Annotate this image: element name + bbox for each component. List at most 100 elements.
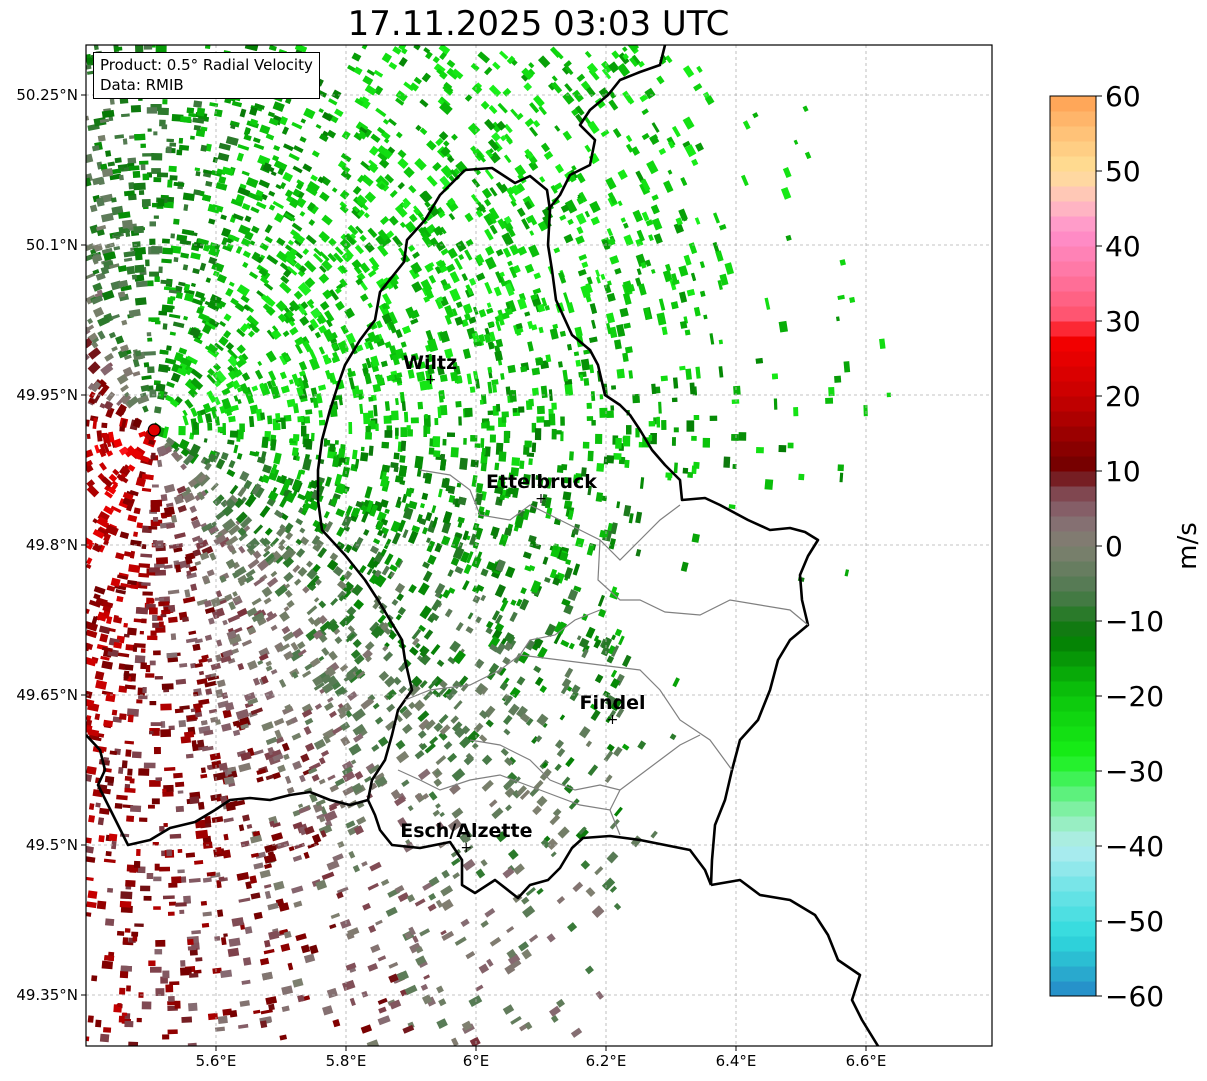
echo-pixel <box>478 309 487 318</box>
echo-pixel <box>468 995 483 1007</box>
echo-pixel <box>165 437 176 446</box>
echo-pixel <box>561 598 571 607</box>
echo-pixel <box>417 768 431 781</box>
colorbar-tick-label: −10 <box>1105 605 1164 638</box>
echo-pixel <box>238 824 245 832</box>
echo-pixel <box>504 282 515 297</box>
colorbar-band <box>1050 666 1096 682</box>
echo-pixel <box>270 171 277 177</box>
echo-pixel <box>443 741 453 750</box>
echo-pixel <box>242 250 251 259</box>
echo-pixel <box>570 1027 583 1038</box>
echo-pixel <box>486 307 494 315</box>
echo-pixel <box>209 552 217 561</box>
echo-pixel <box>87 382 95 391</box>
echo-pixel <box>160 976 168 984</box>
echo-pixel <box>149 780 161 787</box>
echo-pixel <box>169 142 177 147</box>
echo-pixel <box>111 313 120 320</box>
echo-pixel <box>167 1029 178 1035</box>
echo-pixel <box>92 269 100 275</box>
echo-pixel <box>428 274 437 284</box>
echo-pixel <box>682 65 695 78</box>
echo-pixel <box>589 703 598 711</box>
echo-pixel <box>324 310 335 323</box>
echo-pixel <box>140 164 146 171</box>
echo-pixel <box>364 373 372 385</box>
echo-pixel <box>175 781 185 788</box>
echo-pixel <box>632 393 640 404</box>
echo-pixel <box>418 718 431 731</box>
echo-pixel <box>188 972 199 978</box>
echo-pixel <box>268 204 276 211</box>
echo-pixel <box>297 649 307 657</box>
echo-pixel <box>258 179 271 189</box>
echo-pixel <box>180 735 192 744</box>
echo-pixel <box>478 334 486 343</box>
echo-pixel <box>98 378 107 388</box>
echo-pixel <box>110 505 122 514</box>
colorbar-tick-label: 0 <box>1105 530 1123 563</box>
echo-pixel <box>236 872 250 881</box>
echo-pixel <box>521 67 534 80</box>
echo-pixel <box>622 46 628 53</box>
echo-pixel <box>684 329 691 336</box>
echo-pixel <box>487 138 500 152</box>
echo-pixel <box>265 736 278 746</box>
echo-pixel <box>348 850 356 859</box>
echo-pixel <box>441 478 450 489</box>
echo-pixel <box>233 369 243 378</box>
echo-pixel <box>515 322 523 330</box>
echo-pixel <box>575 473 583 480</box>
colorbar-band <box>1050 246 1096 262</box>
echo-pixel <box>215 182 228 191</box>
echo-pixel <box>127 714 134 723</box>
echo-pixel <box>200 900 208 906</box>
echo-pixel <box>370 355 380 368</box>
echo-pixel <box>500 748 509 757</box>
echo-pixel <box>432 436 441 448</box>
echo-pixel <box>157 198 165 207</box>
echo-pixel <box>270 624 278 632</box>
echo-pixel <box>357 209 366 218</box>
echo-pixel <box>605 410 614 419</box>
echo-pixel <box>301 708 313 718</box>
echo-pixel <box>203 438 208 443</box>
echo-pixel <box>458 253 465 261</box>
echo-pixel <box>374 574 387 588</box>
echo-pixel <box>352 723 366 736</box>
echo-pixel <box>661 326 668 336</box>
echo-pixel <box>195 171 201 177</box>
echo-pixel <box>310 174 318 182</box>
echo-pixel <box>165 395 174 403</box>
echo-pixel <box>337 840 345 849</box>
echo-pixel <box>353 825 364 836</box>
echo-pixel <box>351 259 362 270</box>
echo-pixel <box>299 136 307 143</box>
echo-pixel <box>331 187 338 193</box>
colorbar-band <box>1050 351 1096 367</box>
echo-pixel <box>121 319 128 326</box>
echo-pixel <box>177 869 185 874</box>
echo-pixel <box>367 341 374 351</box>
echo-pixel <box>173 494 184 505</box>
echo-pixel <box>249 106 258 116</box>
echo-pixel <box>328 621 340 633</box>
echo-pixel <box>397 182 405 190</box>
echo-pixel <box>173 218 180 225</box>
echo-pixel <box>101 289 115 301</box>
echo-pixel <box>543 420 551 427</box>
echo-pixel <box>230 404 239 412</box>
echo-pixel <box>563 292 570 305</box>
echo-pixel <box>279 371 287 380</box>
echo-pixel <box>105 692 116 703</box>
echo-pixel <box>221 851 228 857</box>
echo-pixel <box>618 52 630 65</box>
echo-pixel <box>367 302 373 309</box>
echo-pixel <box>196 107 206 117</box>
echo-pixel <box>218 536 231 548</box>
echo-pixel <box>393 452 400 460</box>
echo-pixel <box>308 762 321 771</box>
echo-pixel <box>200 144 208 152</box>
echo-pixel <box>208 708 218 714</box>
